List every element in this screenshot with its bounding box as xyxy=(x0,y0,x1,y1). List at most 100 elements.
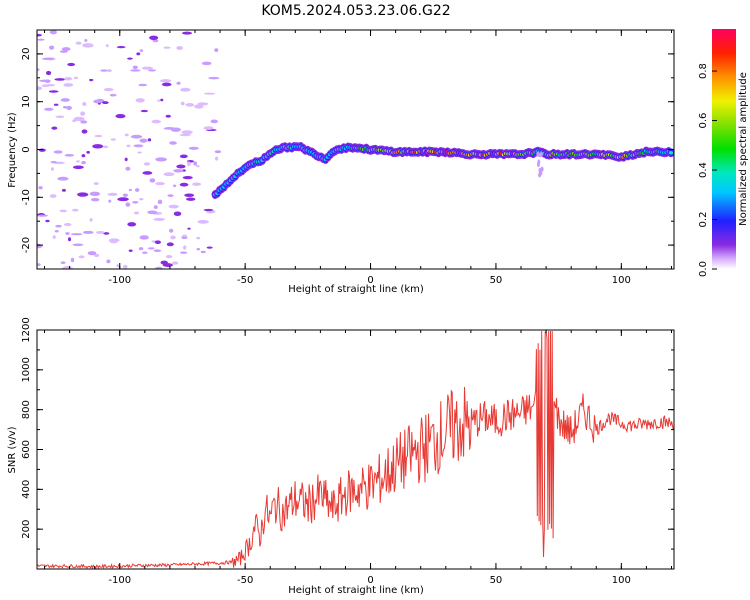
noise-blob xyxy=(81,129,88,134)
noise-blob xyxy=(124,133,129,137)
noise-blob xyxy=(200,250,206,254)
noise-blob xyxy=(170,235,176,240)
noise-blob xyxy=(128,249,133,253)
noise-blob xyxy=(130,134,143,139)
noise-blob xyxy=(134,188,140,193)
y-tick-label: 10 xyxy=(21,95,32,108)
noise-blob xyxy=(147,69,157,72)
disturbance-blob xyxy=(536,151,540,157)
noise-blob xyxy=(173,211,182,216)
noise-blob xyxy=(93,253,100,258)
noise-blob xyxy=(94,134,103,138)
noise-blob xyxy=(102,145,109,149)
noise-blob xyxy=(80,111,86,116)
colorbar-tick-label: 0.8 xyxy=(698,63,709,79)
noise-blob xyxy=(93,182,99,186)
noise-blob xyxy=(140,109,149,113)
noise-blob xyxy=(55,224,62,228)
y-tick-label: 0 xyxy=(21,146,32,152)
noise-blob xyxy=(173,169,184,173)
spectrogram-marks xyxy=(37,30,674,269)
y-tick-label: 20 xyxy=(21,48,32,61)
noise-blob xyxy=(41,57,54,60)
noise-blob xyxy=(87,251,97,256)
colorbar: 0.0 0.2 0.4 0.6 0.8 Normalized spectral ampl… xyxy=(698,29,749,277)
noise-blob xyxy=(203,126,214,130)
noise-blob xyxy=(50,160,57,164)
noise-blob xyxy=(194,104,204,109)
noise-blob xyxy=(81,161,86,165)
noise-blob xyxy=(37,86,43,91)
noise-blob xyxy=(124,157,128,162)
noise-blob xyxy=(49,45,55,50)
noise-blob xyxy=(135,98,145,103)
noise-blob xyxy=(155,266,163,269)
noise-blob xyxy=(170,127,181,132)
y-tick-label: 1200 xyxy=(21,317,32,342)
noise-blob xyxy=(201,61,212,66)
noise-blob xyxy=(45,219,50,223)
spectrogram-ylabel: Frequency (Hz) xyxy=(7,112,18,188)
noise-blob xyxy=(48,90,59,93)
noise-blob xyxy=(147,210,158,215)
noise-blob xyxy=(52,235,56,239)
noise-blob xyxy=(173,184,177,188)
noise-blob xyxy=(59,50,68,53)
noise-blob xyxy=(172,261,179,265)
noise-blob xyxy=(157,199,163,205)
y-tick-label: -10 xyxy=(21,189,32,205)
noise-blob xyxy=(192,182,202,186)
noise-blob xyxy=(82,230,94,234)
noise-blob xyxy=(142,251,148,254)
noise-blob xyxy=(180,101,185,106)
noise-blob xyxy=(133,144,144,148)
noise-blob xyxy=(37,214,49,217)
spectrogram-xlabel: Height of straight line (km) xyxy=(288,284,424,295)
noise-blob xyxy=(54,78,66,81)
noise-blob xyxy=(72,119,77,123)
noise-blob xyxy=(181,31,193,35)
noise-blob xyxy=(133,211,140,215)
noise-blob xyxy=(63,222,72,227)
noise-blob xyxy=(103,87,114,92)
noise-blob xyxy=(72,243,84,247)
noise-blob xyxy=(37,263,41,267)
y-tick-label: -20 xyxy=(21,237,32,253)
noise-blob xyxy=(64,153,75,157)
noise-blob xyxy=(160,79,172,83)
x-tick-label: -100 xyxy=(108,575,131,586)
noise-blob xyxy=(60,98,70,102)
colorbar-tick-label: 0.6 xyxy=(698,113,709,129)
x-tick-label: 0 xyxy=(367,275,373,286)
y-tick-label: 400 xyxy=(21,480,32,499)
noise-blob xyxy=(128,188,132,192)
noise-blob xyxy=(157,99,161,102)
y-tick-label: 1000 xyxy=(21,357,32,382)
noise-blob xyxy=(187,227,191,230)
colorbar-tick-label: 0.2 xyxy=(698,212,709,228)
noise-blob xyxy=(89,191,101,197)
noise-blob xyxy=(179,182,189,187)
noise-blob xyxy=(64,77,73,81)
x-tick-label: 100 xyxy=(612,575,631,586)
noise-blob xyxy=(196,165,200,168)
noise-blob xyxy=(61,188,66,192)
noise-blob xyxy=(183,245,187,250)
noise-blob xyxy=(139,235,149,240)
noise-blob xyxy=(180,251,188,254)
noise-blob xyxy=(138,83,148,87)
noise-blob xyxy=(77,192,89,197)
noise-blob xyxy=(167,194,174,198)
noise-blob xyxy=(90,198,100,202)
noise-blob xyxy=(72,165,84,170)
noise-blob xyxy=(55,115,65,119)
noise-blob xyxy=(179,154,188,159)
x-tick-label: -50 xyxy=(237,275,253,286)
noise-blob xyxy=(176,45,183,51)
snr-line xyxy=(37,330,674,569)
noise-blob xyxy=(126,144,131,148)
noise-blob xyxy=(169,141,177,145)
snr-ylabel: SNR (v/v) xyxy=(7,426,18,473)
